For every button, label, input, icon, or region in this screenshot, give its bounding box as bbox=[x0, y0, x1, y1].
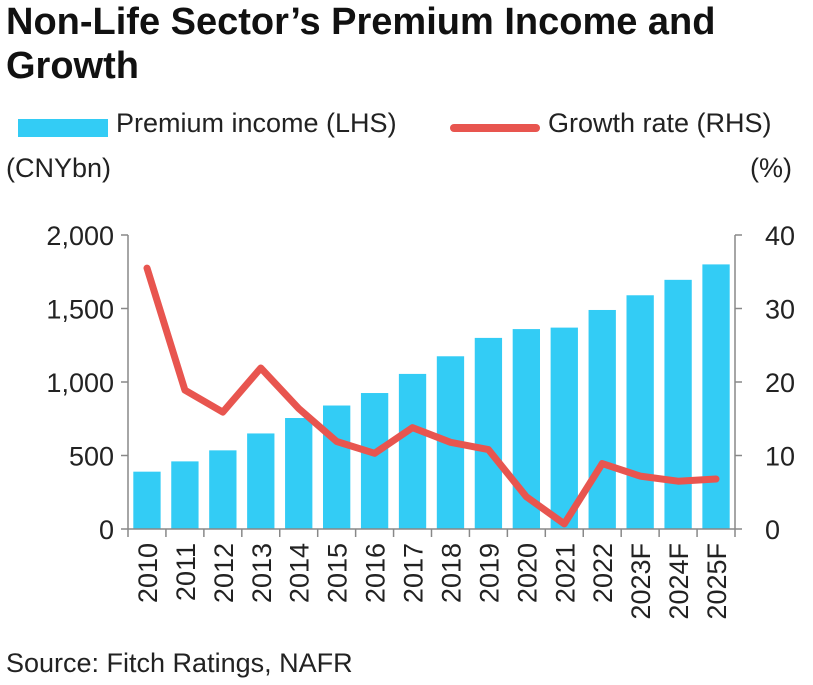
bar-2011 bbox=[171, 461, 199, 529]
x-tick-label: 2012 bbox=[209, 543, 239, 603]
left-tick-label: 500 bbox=[69, 442, 114, 472]
left-axis-unit: (CNYbn) bbox=[6, 153, 112, 183]
legend-label-premium: Premium income (LHS) bbox=[116, 108, 397, 138]
left-tick-label: 1,500 bbox=[46, 295, 114, 325]
right-tick-label: 20 bbox=[765, 368, 795, 398]
bar-2013 bbox=[247, 433, 275, 529]
x-tick-label: 2023F bbox=[626, 543, 656, 620]
left-tick-label: 1,000 bbox=[46, 368, 114, 398]
bar-2022 bbox=[588, 309, 616, 529]
x-tick-label: 2010 bbox=[133, 543, 163, 603]
bar-2014 bbox=[285, 418, 313, 529]
x-tick-label: 2018 bbox=[436, 543, 466, 603]
bar-2015 bbox=[322, 405, 351, 529]
source-note: Source: Fitch Ratings, NAFR bbox=[6, 648, 353, 678]
x-tick-label: 2025F bbox=[702, 543, 732, 620]
left-tick-label: 0 bbox=[99, 515, 114, 545]
x-tick-label: 2013 bbox=[247, 543, 277, 603]
bar-2019 bbox=[474, 337, 503, 529]
chart-title: Non-Life Sector’s Premium Income and Gro… bbox=[6, 1, 716, 87]
bar-2010 bbox=[133, 471, 161, 529]
right-axis-unit: (%) bbox=[750, 153, 792, 183]
x-tick-label: 2017 bbox=[399, 543, 429, 603]
bar-2023F bbox=[626, 295, 654, 529]
growth-rate-line bbox=[143, 264, 720, 528]
bar-2024F bbox=[664, 279, 692, 529]
legend-label-growth: Growth rate (RHS) bbox=[548, 108, 772, 138]
left-tick-label: 2,000 bbox=[46, 221, 114, 251]
bar-2016 bbox=[360, 393, 389, 529]
legend-swatch-line bbox=[450, 124, 540, 132]
bar-2012 bbox=[209, 450, 237, 529]
x-tick-label: 2021 bbox=[550, 543, 580, 603]
right-tick-label: 40 bbox=[765, 221, 795, 251]
right-tick-label: 10 bbox=[765, 442, 795, 472]
right-tick-label: 0 bbox=[765, 515, 780, 545]
x-tick-label: 2015 bbox=[323, 543, 353, 603]
x-tick-label: 2019 bbox=[474, 543, 504, 603]
x-tick-label: 2022 bbox=[588, 543, 618, 603]
x-tick-label: 2014 bbox=[285, 543, 315, 603]
bar-2025F bbox=[702, 264, 730, 529]
bar-2021 bbox=[550, 327, 578, 529]
x-tick-label: 2016 bbox=[361, 543, 391, 603]
right-tick-label: 30 bbox=[765, 295, 795, 325]
x-tick-label: 2011 bbox=[171, 543, 201, 601]
x-tick-label: 2020 bbox=[512, 543, 542, 603]
legend-swatch-bar bbox=[18, 119, 108, 137]
bar-2017 bbox=[398, 373, 427, 529]
x-tick-label: 2024F bbox=[664, 543, 694, 620]
